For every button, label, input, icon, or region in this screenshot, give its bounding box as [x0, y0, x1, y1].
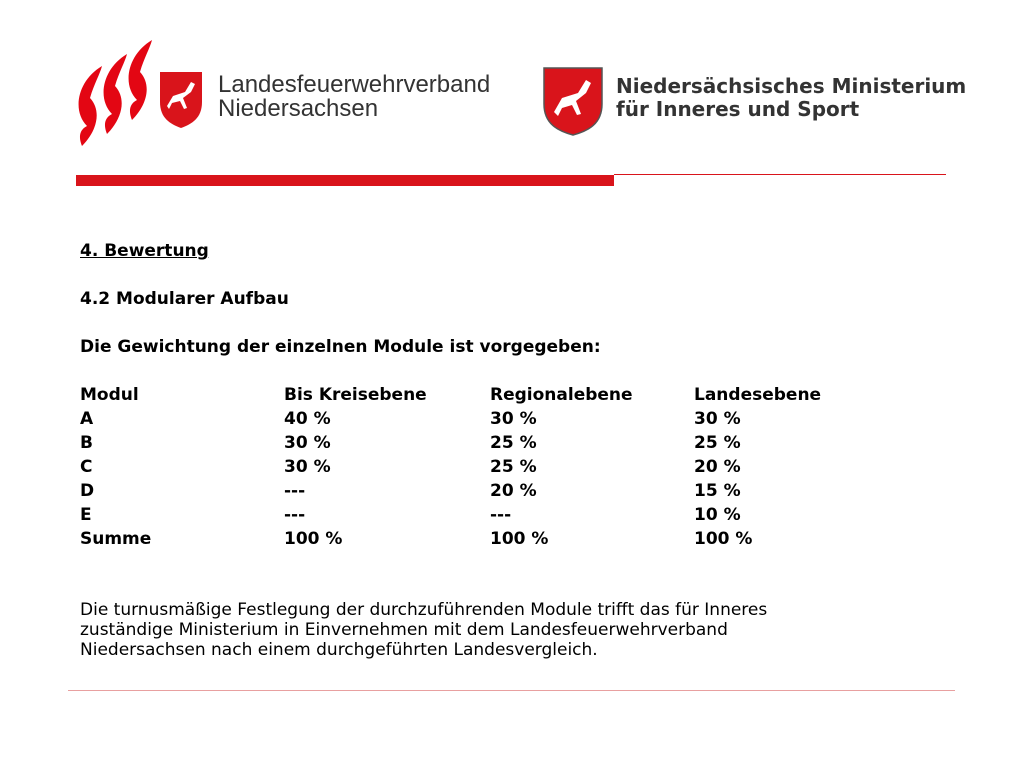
swoosh — [78, 66, 102, 146]
header-bar — [76, 175, 614, 186]
swoosh — [128, 40, 152, 120]
header-line — [614, 174, 946, 175]
intro: Die Gewichtung der einzelnen Module ist … — [80, 337, 601, 357]
table-cell: --- — [284, 481, 306, 501]
right-logo-line: Niedersächsisches Ministerium — [616, 74, 967, 98]
right-logo-graphic — [543, 67, 603, 136]
table-cell: 20 % — [694, 457, 741, 477]
table-cell: B — [80, 433, 93, 453]
swoosh — [103, 54, 127, 134]
left-logo-line: Niedersachsen — [218, 95, 379, 122]
paragraph-line: Die turnusmäßige Festlegung der durchzuf… — [80, 600, 768, 620]
table-cell: 40 % — [284, 409, 331, 429]
table-cell: 10 % — [694, 505, 741, 525]
table-cell: 30 % — [694, 409, 741, 429]
paragraph-line: zuständige Ministerium in Einvernehmen m… — [80, 620, 728, 640]
table-cell: 30 % — [284, 457, 331, 477]
table-header-cell: Modul — [80, 385, 139, 405]
table-cell: 30 % — [284, 433, 331, 453]
horse — [167, 82, 195, 109]
table-cell: --- — [490, 505, 512, 525]
footer-line — [68, 690, 955, 691]
table-cell: 15 % — [694, 481, 741, 501]
table-cell: 100 % — [490, 529, 549, 549]
table-header-cell: Regionalebene — [490, 385, 633, 405]
table-cell: 25 % — [694, 433, 741, 453]
paragraph-line: Niedersachsen nach einem durchgeführten … — [80, 640, 598, 660]
table-header-cell: Landesebene — [694, 385, 822, 405]
table-cell: 30 % — [490, 409, 537, 429]
table-cell: 20 % — [490, 481, 537, 501]
table-cell: 100 % — [284, 529, 343, 549]
table-cell: D — [80, 481, 95, 501]
table-cell: E — [80, 505, 92, 525]
left-logo-graphic — [78, 40, 202, 146]
table-cell: 25 % — [490, 457, 537, 477]
table-cell: A — [80, 409, 94, 429]
right-logo-line: für Inneres und Sport — [616, 97, 860, 121]
heading: 4. Bewertung — [80, 241, 209, 261]
left-logo-line: Landesfeuerwehrverband — [218, 71, 491, 98]
table-cell: 25 % — [490, 433, 537, 453]
table-cell: 100 % — [694, 529, 753, 549]
table-cell: C — [80, 457, 93, 477]
subheading: 4.2 Modularer Aufbau — [80, 289, 289, 309]
table-header-cell: Bis Kreisebene — [284, 385, 427, 405]
table-cell: --- — [284, 505, 306, 525]
table-cell: Summe — [80, 529, 152, 549]
horse — [554, 80, 591, 116]
